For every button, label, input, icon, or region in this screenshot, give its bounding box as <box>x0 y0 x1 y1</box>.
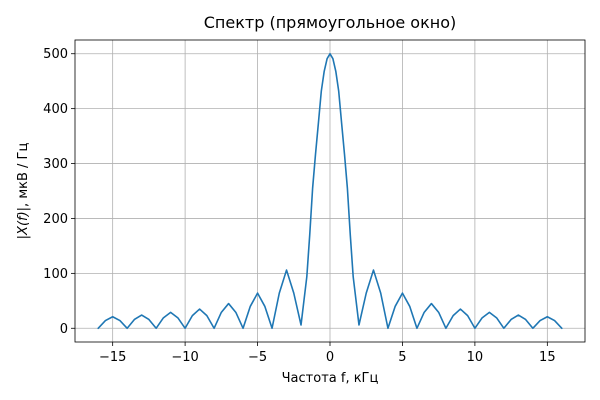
y-tick-label: 500 <box>43 47 68 62</box>
grid <box>75 40 585 342</box>
y-tick-label: 100 <box>43 267 68 282</box>
chart-title: Спектр (прямоугольное окно) <box>204 13 457 32</box>
x-tick-label: 5 <box>398 350 406 365</box>
x-tick-label: −10 <box>171 350 198 365</box>
y-axis-label: |X(f)|, мкВ / Гц <box>16 143 31 240</box>
plot-frame <box>74 39 586 343</box>
x-tick-label: 10 <box>467 350 484 365</box>
y-tick-label: 0 <box>60 322 68 337</box>
y-tick-label: 200 <box>43 212 68 227</box>
spectrum-line <box>97 52 563 330</box>
x-axis-label: Частота f, кГц <box>282 371 379 386</box>
x-tick-label: 15 <box>539 350 556 365</box>
y-axis-label-units: , мкВ / Гц <box>16 143 31 207</box>
y-tick-label: 300 <box>43 157 68 172</box>
x-tick-label: −5 <box>248 350 267 365</box>
x-tick-label: −15 <box>99 350 126 365</box>
series-layer <box>97 52 563 330</box>
y-tick-label: 400 <box>43 102 68 117</box>
axis-ticks: −15 −10 −5 0 5 10 15 0 100 200 300 400 500 <box>43 47 555 365</box>
y-axis-label-math: |X(f)| <box>16 207 31 239</box>
x-tick-label: 0 <box>326 350 334 365</box>
